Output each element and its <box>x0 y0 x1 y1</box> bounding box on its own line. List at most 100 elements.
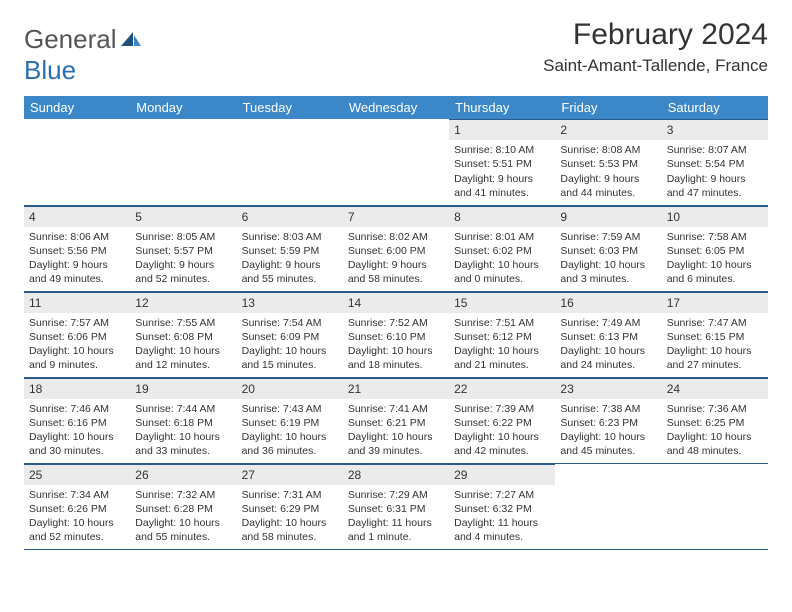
day-number: 20 <box>237 378 343 399</box>
day-cell: 21Sunrise: 7:41 AMSunset: 6:21 PMDayligh… <box>343 377 449 463</box>
day-number: 12 <box>130 292 236 313</box>
calendar-table: SundayMondayTuesdayWednesdayThursdayFrid… <box>24 96 768 550</box>
dayname-thursday: Thursday <box>449 96 555 119</box>
day-body: Sunrise: 7:36 AMSunset: 6:25 PMDaylight:… <box>662 399 768 463</box>
day-number: 28 <box>343 464 449 485</box>
day-cell: 14Sunrise: 7:52 AMSunset: 6:10 PMDayligh… <box>343 291 449 377</box>
dayname-monday: Monday <box>130 96 236 119</box>
logo-sail-icon <box>119 30 143 48</box>
day-body: Sunrise: 8:06 AMSunset: 5:56 PMDaylight:… <box>24 227 130 291</box>
day-body: Sunrise: 7:44 AMSunset: 6:18 PMDaylight:… <box>130 399 236 463</box>
day-cell: 18Sunrise: 7:46 AMSunset: 6:16 PMDayligh… <box>24 377 130 463</box>
day-number: 2 <box>555 119 661 140</box>
day-body: Sunrise: 7:59 AMSunset: 6:03 PMDaylight:… <box>555 227 661 291</box>
day-body: Sunrise: 7:47 AMSunset: 6:15 PMDaylight:… <box>662 313 768 377</box>
logo-text-general: General <box>24 24 117 54</box>
day-cell: 24Sunrise: 7:36 AMSunset: 6:25 PMDayligh… <box>662 377 768 463</box>
day-number: 27 <box>237 464 343 485</box>
day-body: Sunrise: 7:39 AMSunset: 6:22 PMDaylight:… <box>449 399 555 463</box>
location: Saint-Amant-Tallende, France <box>543 56 768 76</box>
day-number: 21 <box>343 378 449 399</box>
day-cell: 19Sunrise: 7:44 AMSunset: 6:18 PMDayligh… <box>130 377 236 463</box>
day-number: 3 <box>662 119 768 140</box>
week-row: 25Sunrise: 7:34 AMSunset: 6:26 PMDayligh… <box>24 463 768 549</box>
month-title: February 2024 <box>543 18 768 52</box>
day-cell: 17Sunrise: 7:47 AMSunset: 6:15 PMDayligh… <box>662 291 768 377</box>
day-cell: 20Sunrise: 7:43 AMSunset: 6:19 PMDayligh… <box>237 377 343 463</box>
day-number: 16 <box>555 292 661 313</box>
day-body: Sunrise: 8:05 AMSunset: 5:57 PMDaylight:… <box>130 227 236 291</box>
day-number: 29 <box>449 464 555 485</box>
day-number: 23 <box>555 378 661 399</box>
day-cell: 9Sunrise: 7:59 AMSunset: 6:03 PMDaylight… <box>555 205 661 291</box>
empty-cell <box>237 119 343 205</box>
day-number: 26 <box>130 464 236 485</box>
day-body: Sunrise: 7:54 AMSunset: 6:09 PMDaylight:… <box>237 313 343 377</box>
empty-cell <box>24 119 130 205</box>
week-row: 4Sunrise: 8:06 AMSunset: 5:56 PMDaylight… <box>24 205 768 291</box>
day-cell: 10Sunrise: 7:58 AMSunset: 6:05 PMDayligh… <box>662 205 768 291</box>
day-body: Sunrise: 7:32 AMSunset: 6:28 PMDaylight:… <box>130 485 236 549</box>
empty-cell <box>555 463 661 549</box>
day-cell: 28Sunrise: 7:29 AMSunset: 6:31 PMDayligh… <box>343 463 449 549</box>
day-body: Sunrise: 8:10 AMSunset: 5:51 PMDaylight:… <box>449 140 555 204</box>
empty-cell <box>130 119 236 205</box>
day-body: Sunrise: 7:57 AMSunset: 6:06 PMDaylight:… <box>24 313 130 377</box>
day-body: Sunrise: 7:31 AMSunset: 6:29 PMDaylight:… <box>237 485 343 549</box>
week-row: 1Sunrise: 8:10 AMSunset: 5:51 PMDaylight… <box>24 119 768 205</box>
day-number: 18 <box>24 378 130 399</box>
day-cell: 23Sunrise: 7:38 AMSunset: 6:23 PMDayligh… <box>555 377 661 463</box>
logo: GeneralBlue <box>24 24 143 86</box>
day-number: 19 <box>130 378 236 399</box>
dayname-saturday: Saturday <box>662 96 768 119</box>
day-body: Sunrise: 7:52 AMSunset: 6:10 PMDaylight:… <box>343 313 449 377</box>
calendar-header-row: SundayMondayTuesdayWednesdayThursdayFrid… <box>24 96 768 119</box>
dayname-wednesday: Wednesday <box>343 96 449 119</box>
day-cell: 7Sunrise: 8:02 AMSunset: 6:00 PMDaylight… <box>343 205 449 291</box>
day-number: 15 <box>449 292 555 313</box>
day-body: Sunrise: 7:38 AMSunset: 6:23 PMDaylight:… <box>555 399 661 463</box>
day-number: 13 <box>237 292 343 313</box>
week-row: 18Sunrise: 7:46 AMSunset: 6:16 PMDayligh… <box>24 377 768 463</box>
day-body: Sunrise: 7:43 AMSunset: 6:19 PMDaylight:… <box>237 399 343 463</box>
header: GeneralBlue February 2024 Saint-Amant-Ta… <box>24 18 768 86</box>
day-number: 4 <box>24 206 130 227</box>
day-cell: 8Sunrise: 8:01 AMSunset: 6:02 PMDaylight… <box>449 205 555 291</box>
day-body: Sunrise: 7:41 AMSunset: 6:21 PMDaylight:… <box>343 399 449 463</box>
day-number: 17 <box>662 292 768 313</box>
day-body: Sunrise: 7:29 AMSunset: 6:31 PMDaylight:… <box>343 485 449 549</box>
day-cell: 27Sunrise: 7:31 AMSunset: 6:29 PMDayligh… <box>237 463 343 549</box>
dayname-tuesday: Tuesday <box>237 96 343 119</box>
day-cell: 26Sunrise: 7:32 AMSunset: 6:28 PMDayligh… <box>130 463 236 549</box>
empty-cell <box>662 463 768 549</box>
day-cell: 1Sunrise: 8:10 AMSunset: 5:51 PMDaylight… <box>449 119 555 205</box>
day-body: Sunrise: 7:58 AMSunset: 6:05 PMDaylight:… <box>662 227 768 291</box>
day-cell: 29Sunrise: 7:27 AMSunset: 6:32 PMDayligh… <box>449 463 555 549</box>
day-number: 14 <box>343 292 449 313</box>
day-cell: 15Sunrise: 7:51 AMSunset: 6:12 PMDayligh… <box>449 291 555 377</box>
week-row: 11Sunrise: 7:57 AMSunset: 6:06 PMDayligh… <box>24 291 768 377</box>
day-body: Sunrise: 8:03 AMSunset: 5:59 PMDaylight:… <box>237 227 343 291</box>
day-body: Sunrise: 8:07 AMSunset: 5:54 PMDaylight:… <box>662 140 768 204</box>
day-body: Sunrise: 7:34 AMSunset: 6:26 PMDaylight:… <box>24 485 130 549</box>
dayname-friday: Friday <box>555 96 661 119</box>
day-body: Sunrise: 7:46 AMSunset: 6:16 PMDaylight:… <box>24 399 130 463</box>
day-cell: 25Sunrise: 7:34 AMSunset: 6:26 PMDayligh… <box>24 463 130 549</box>
day-body: Sunrise: 7:27 AMSunset: 6:32 PMDaylight:… <box>449 485 555 549</box>
day-body: Sunrise: 8:02 AMSunset: 6:00 PMDaylight:… <box>343 227 449 291</box>
day-cell: 16Sunrise: 7:49 AMSunset: 6:13 PMDayligh… <box>555 291 661 377</box>
day-body: Sunrise: 7:55 AMSunset: 6:08 PMDaylight:… <box>130 313 236 377</box>
day-cell: 11Sunrise: 7:57 AMSunset: 6:06 PMDayligh… <box>24 291 130 377</box>
day-number: 9 <box>555 206 661 227</box>
title-block: February 2024 Saint-Amant-Tallende, Fran… <box>543 18 768 76</box>
day-number: 7 <box>343 206 449 227</box>
day-number: 8 <box>449 206 555 227</box>
logo-text-blue: Blue <box>24 55 76 85</box>
day-cell: 22Sunrise: 7:39 AMSunset: 6:22 PMDayligh… <box>449 377 555 463</box>
day-number: 5 <box>130 206 236 227</box>
dayname-sunday: Sunday <box>24 96 130 119</box>
day-body: Sunrise: 8:08 AMSunset: 5:53 PMDaylight:… <box>555 140 661 204</box>
day-body: Sunrise: 7:51 AMSunset: 6:12 PMDaylight:… <box>449 313 555 377</box>
day-number: 6 <box>237 206 343 227</box>
day-cell: 6Sunrise: 8:03 AMSunset: 5:59 PMDaylight… <box>237 205 343 291</box>
